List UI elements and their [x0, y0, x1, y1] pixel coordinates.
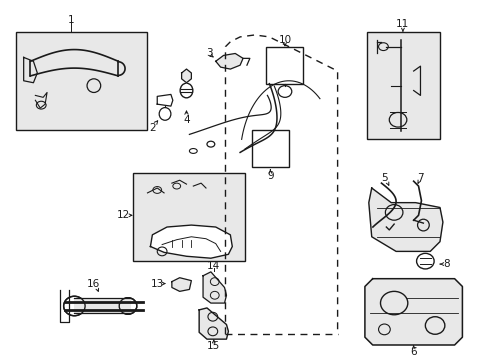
Text: 15: 15 — [207, 341, 220, 351]
Polygon shape — [150, 225, 232, 258]
Bar — [251, 130, 288, 167]
Text: 10: 10 — [278, 35, 291, 45]
Text: 2: 2 — [149, 122, 155, 132]
Text: 3: 3 — [206, 49, 213, 58]
Polygon shape — [199, 308, 228, 339]
Text: 8: 8 — [443, 259, 449, 269]
Bar — [366, 32, 439, 139]
Bar — [133, 174, 244, 261]
Text: 12: 12 — [116, 210, 129, 220]
Text: 11: 11 — [395, 19, 409, 29]
Bar — [266, 47, 303, 84]
Text: 4: 4 — [183, 115, 189, 125]
Text: 16: 16 — [87, 279, 101, 289]
Text: 13: 13 — [150, 279, 163, 289]
Polygon shape — [364, 279, 462, 345]
Polygon shape — [203, 272, 226, 303]
Text: 7: 7 — [416, 173, 423, 183]
Bar — [74, 298, 131, 313]
Polygon shape — [215, 54, 243, 69]
Text: 14: 14 — [207, 261, 220, 271]
Polygon shape — [368, 188, 442, 251]
Text: 5: 5 — [380, 173, 387, 183]
Text: 6: 6 — [409, 347, 416, 357]
Text: 9: 9 — [266, 171, 273, 181]
Polygon shape — [171, 278, 191, 291]
Text: 1: 1 — [68, 15, 75, 25]
Polygon shape — [181, 69, 191, 83]
Bar — [16, 32, 147, 130]
